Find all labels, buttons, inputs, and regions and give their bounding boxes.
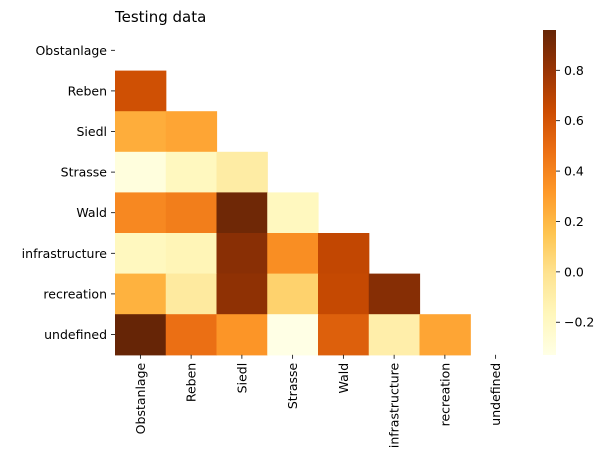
- chart-title: Testing data: [114, 8, 206, 26]
- heatmap-cell-recreation-Strasse: [267, 273, 319, 315]
- x-tick-label: recreation: [437, 363, 452, 427]
- heatmap-cell-Strasse-Obstanlage: [115, 151, 167, 193]
- heatmap-cell-Wald-Reben: [165, 192, 218, 234]
- y-tick-label: infrastructure: [22, 246, 108, 261]
- colorbar-tick-label: 0.6: [564, 113, 584, 128]
- x-tick-label: Obstanlage: [133, 362, 148, 434]
- colorbar-gradient: [543, 30, 556, 355]
- heatmap-cell-undefined-Obstanlage: [115, 314, 167, 356]
- heatmap-cell-undefined-Wald: [318, 314, 370, 356]
- heatmap-cell-Wald-Obstanlage: [115, 192, 167, 234]
- x-tick-label: undefined: [488, 363, 503, 426]
- y-tick-label: undefined: [44, 327, 107, 342]
- y-axis-labels: Obstanlage Reben Siedl Strasse Wald infrastru…: [22, 43, 115, 342]
- heatmap-cell-recreation-Siedl: [216, 273, 268, 315]
- x-tick-label: Strasse: [285, 362, 300, 409]
- x-axis-labels: Obstanlage Reben Siedl Strasse Wald infrastru…: [133, 354, 503, 448]
- x-tick-label: infrastructure: [387, 362, 402, 448]
- colorbar-ticks: 0.8 0.6 0.4 0.2 0.0 −0.2: [556, 63, 594, 330]
- heatmap-cell-undefined-Strasse: [267, 314, 319, 356]
- y-tick-label: Strasse: [61, 165, 108, 180]
- heatmap-cell-undefined-Siedl: [216, 314, 268, 356]
- heatmap-cell-infrastructure-Wald: [318, 233, 370, 275]
- y-tick-label: Wald: [76, 205, 107, 220]
- heatmap-cell-infrastructure-Obstanlage: [115, 233, 167, 275]
- heatmap-cell-recreation-infrastructure: [368, 273, 421, 315]
- heatmap-cell-Siedl-Reben: [165, 111, 218, 153]
- y-tick-label: Obstanlage: [35, 43, 107, 58]
- heatmap-cell-undefined-infrastructure: [368, 314, 421, 356]
- heatmap-cell-recreation-Wald: [318, 273, 370, 315]
- y-tick-label: Reben: [68, 83, 107, 98]
- colorbar-tick-label: 0.4: [564, 164, 584, 179]
- y-tick-label: Siedl: [76, 124, 107, 139]
- heatmap-cell-Siedl-Obstanlage: [115, 111, 167, 153]
- heatmap-cell-recreation-Obstanlage: [115, 273, 167, 315]
- colorbar-tick-label: 0.8: [564, 63, 584, 78]
- x-tick-label: Wald: [336, 363, 351, 394]
- heatmap-cell-undefined-Reben: [165, 314, 218, 356]
- colorbar-tick-label: 0.2: [564, 214, 584, 229]
- heatmap-cell-Reben-Obstanlage: [115, 70, 167, 112]
- heatmap-cell-Wald-Strasse: [267, 192, 319, 234]
- y-tick-label: recreation: [43, 286, 107, 301]
- colorbar-tick-label: −0.2: [564, 315, 594, 330]
- heatmap-cell-infrastructure-Strasse: [267, 233, 319, 275]
- heatmap-cell-Strasse-Siedl: [216, 151, 268, 193]
- heatmap-cell-Wald-Siedl: [216, 192, 268, 234]
- heatmap-cell-Strasse-Reben: [165, 151, 218, 193]
- colorbar: [543, 30, 556, 355]
- x-tick-label: Reben: [184, 363, 199, 402]
- x-tick-label: Siedl: [234, 363, 249, 394]
- heatmap-cell-infrastructure-Reben: [165, 233, 218, 275]
- heatmap-cell-recreation-Reben: [165, 273, 218, 315]
- colorbar-tick-label: 0.0: [564, 264, 584, 279]
- heatmap-cell-infrastructure-Siedl: [216, 233, 268, 275]
- heatmap-cells: [115, 70, 471, 356]
- heatmap-cell-undefined-recreation: [419, 314, 471, 356]
